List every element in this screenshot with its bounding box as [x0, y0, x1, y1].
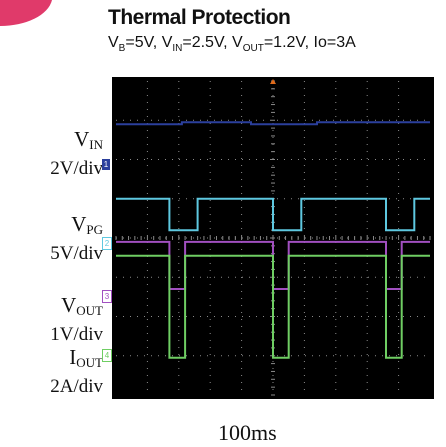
channel-marker-4: 4 — [102, 349, 112, 362]
trace-vpg — [116, 197, 430, 232]
trace-vin — [116, 121, 430, 126]
channel-marker-3: 3 — [102, 290, 112, 303]
channel-scale-vpg: 5V/div — [50, 243, 103, 264]
channel-label-iout: IOUT 2A/div — [50, 345, 103, 397]
channel-scale-iout: 2A/div — [50, 376, 103, 397]
test-conditions: VB=5V, VIN=2.5V, VOUT=1.2V, Io=3A — [108, 34, 356, 55]
trace-vout — [116, 240, 430, 290]
channel-label-vout: VOUT 1V/div — [50, 293, 103, 345]
corner-arc-decoration — [0, 0, 52, 27]
timebase-label: 100ms — [218, 420, 277, 445]
channel-marker-1: 1 — [102, 159, 110, 170]
oscilloscope-screen — [112, 77, 434, 399]
channel-scale-vout: 1V/div — [50, 324, 103, 345]
trace-iout — [116, 254, 430, 359]
channel-label-vin: VIN 2V/div — [50, 127, 103, 179]
chart-title: Thermal Protection — [108, 6, 291, 29]
channel-marker-2: 2 — [102, 237, 112, 250]
channel-label-vpg: VPG 5V/div — [50, 212, 103, 264]
trigger-marker — [270, 79, 276, 84]
channel-scale-vin: 2V/div — [50, 158, 103, 179]
